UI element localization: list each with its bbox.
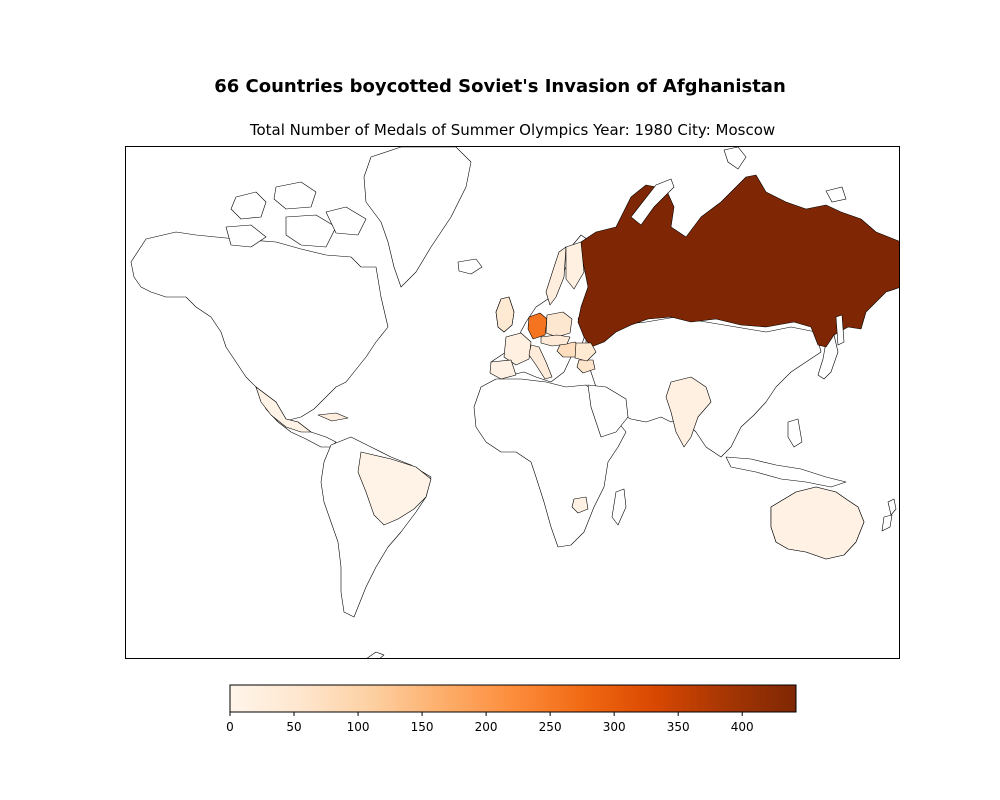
region-soviet-union: Soviet Union: 442 [577, 174, 899, 348]
colorbar-tick-label: 200 [475, 720, 498, 734]
indonesia-land [725, 456, 847, 488]
colorbar-tick-label: 350 [667, 720, 690, 734]
region-spain: Spain: 15 [489, 359, 517, 380]
new-zealand-land [887, 498, 897, 516]
region-poland: Poland: 50 [545, 311, 573, 338]
detail-layer [630, 147, 847, 346]
region-zimbabwe: Zimbabwe: 16 [571, 496, 589, 514]
region-brazil: Brazil: 10 [357, 451, 432, 526]
north-america-land [130, 231, 389, 423]
region-cuba: Cuba: 25 [317, 412, 349, 422]
japan-land [817, 334, 839, 380]
africa-land [473, 378, 627, 548]
colorbar-tick-label: 250 [539, 720, 562, 734]
greenland-land [363, 147, 472, 288]
new-zealand-south [881, 514, 893, 532]
colorbar-ticks: 0 50 100 150 200 250 300 350 400 [226, 712, 754, 734]
philippines-land [787, 418, 803, 448]
arctic-island-2 [273, 181, 317, 210]
region-romania: Romania: 45 [574, 342, 597, 362]
colorbar-tick-label: 100 [347, 720, 370, 734]
arctic-island-4 [325, 206, 367, 236]
severnaya-zemlya-island [723, 147, 747, 170]
novaya-zemlya-island [630, 178, 675, 226]
colorbar-tick-label: 50 [286, 720, 301, 734]
arabia-land [587, 384, 629, 438]
region-france: France: 20 [503, 332, 532, 366]
new-siberian-island [825, 186, 847, 203]
antarctica-tip [366, 651, 385, 658]
colorbar-tick-label: 150 [411, 720, 434, 734]
colorbar-tick-label: 300 [603, 720, 626, 734]
region-bulgaria: Bulgaria: 60 [576, 359, 596, 374]
madagascar-land [611, 488, 627, 526]
iceland-land [457, 258, 483, 275]
region-east-germany: East Germany: 260 [527, 312, 548, 340]
arctic-island-1 [230, 191, 267, 220]
map-title: 66 Countries boycotted Soviet's Invasion… [214, 76, 786, 97]
region-czechoslovakia: Czechoslovakia: 40 [540, 334, 571, 347]
colorbar-tick-label: 0 [226, 720, 234, 734]
arctic-island-5 [225, 224, 267, 248]
region-india: India: 20 [665, 376, 712, 448]
sakhalin-island [835, 314, 845, 346]
region-layer: Soviet Union: 442East Germany: 260Hungar… [255, 174, 899, 560]
arctic-island-3 [285, 214, 337, 248]
map-subtitle: Total Number of Medals of Summer Olympic… [249, 121, 776, 139]
region-finland: Finland: 20 [565, 241, 585, 290]
world-map: Soviet Union: 442East Germany: 260Hungar… [130, 147, 899, 658]
region-mexico: Mexico: 8 [255, 386, 312, 433]
region-australia: Australia: 12 [770, 486, 865, 560]
colorbar-gradient [229, 684, 797, 713]
map-frame: Soviet Union: 442East Germany: 260Hungar… [125, 146, 900, 659]
region-sweden: Sweden: 25 [545, 246, 567, 306]
colorbar-tick-label: 400 [731, 720, 754, 734]
region-great-britain: Great Britain: 45 [495, 296, 515, 333]
region-italy: Italy: 35 [528, 344, 553, 380]
